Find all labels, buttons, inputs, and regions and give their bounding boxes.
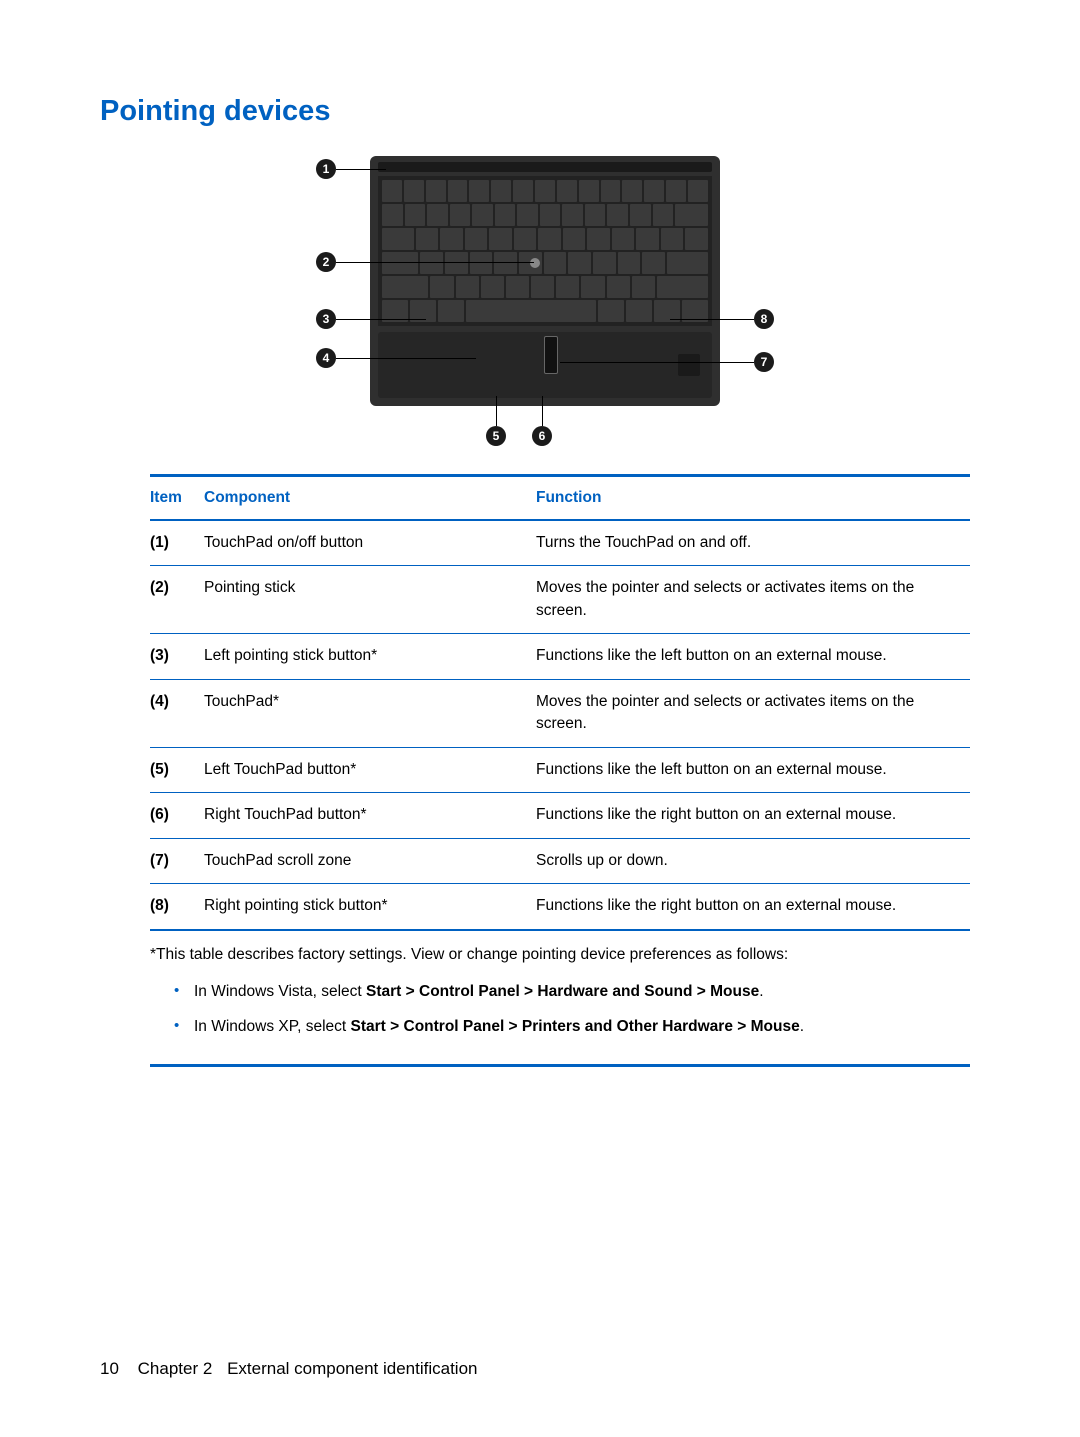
- callout-7: 7: [754, 352, 774, 372]
- cell-item: (5): [150, 747, 204, 792]
- table-row: (8)Right pointing stick button*Functions…: [150, 884, 970, 930]
- cell-item: (6): [150, 793, 204, 838]
- footnote-item: In Windows XP, select Start > Control Pa…: [174, 1015, 970, 1038]
- callout-5: 5: [486, 426, 506, 446]
- footnote-item: In Windows Vista, select Start > Control…: [174, 980, 970, 1003]
- table-row: (6)Right TouchPad button*Functions like …: [150, 793, 970, 838]
- chapter-label: Chapter 2: [138, 1359, 213, 1378]
- callout-4: 4: [316, 348, 336, 368]
- table-row: (7)TouchPad scroll zoneScrolls up or dow…: [150, 838, 970, 883]
- cell-item: (8): [150, 884, 204, 930]
- cell-function: Functions like the right button on an ex…: [536, 884, 970, 930]
- section-heading: Pointing devices: [100, 95, 980, 128]
- cell-function: Functions like the right button on an ex…: [536, 793, 970, 838]
- table-row: (1)TouchPad on/off buttonTurns the Touch…: [150, 520, 970, 566]
- diagram-container: 1 2 3 4 5 6 8 7: [100, 156, 980, 456]
- table-row: (2)Pointing stickMoves the pointer and s…: [150, 566, 970, 634]
- laptop-body: [370, 156, 720, 406]
- table-row: (3)Left pointing stick button*Functions …: [150, 634, 970, 679]
- th-component: Component: [204, 476, 536, 521]
- touchpad-scroll-zone: [544, 336, 558, 374]
- cell-function: Moves the pointer and selects or activat…: [536, 566, 970, 634]
- keyboard-keys: [378, 176, 712, 326]
- callout-2: 2: [316, 252, 336, 272]
- cell-component: TouchPad scroll zone: [204, 838, 536, 883]
- components-table: Item Component Function (1)TouchPad on/o…: [150, 474, 970, 931]
- cell-component: Left TouchPad button*: [204, 747, 536, 792]
- keyboard-diagram: 1 2 3 4 5 6 8 7: [310, 156, 770, 456]
- hinge-strip: [378, 162, 712, 172]
- cell-function: Scrolls up or down.: [536, 838, 970, 883]
- cell-component: Right TouchPad button*: [204, 793, 536, 838]
- chapter-title: External component identification: [227, 1359, 477, 1378]
- footnote-intro: *This table describes factory settings. …: [150, 943, 970, 966]
- pointing-stick: [530, 258, 540, 268]
- callout-8: 8: [754, 309, 774, 329]
- cell-component: Pointing stick: [204, 566, 536, 634]
- cell-function: Turns the TouchPad on and off.: [536, 520, 970, 566]
- fingerprint-reader: [678, 354, 700, 376]
- cell-item: (7): [150, 838, 204, 883]
- cell-component: Right pointing stick button*: [204, 884, 536, 930]
- table-row: (5)Left TouchPad button*Functions like t…: [150, 747, 970, 792]
- page-number: 10: [100, 1359, 119, 1378]
- cell-component: Left pointing stick button*: [204, 634, 536, 679]
- th-function: Function: [536, 476, 970, 521]
- cell-function: Moves the pointer and selects or activat…: [536, 679, 970, 747]
- th-item: Item: [150, 476, 204, 521]
- callout-3: 3: [316, 309, 336, 329]
- callout-1: 1: [316, 159, 336, 179]
- table-row: (4)TouchPad*Moves the pointer and select…: [150, 679, 970, 747]
- cell-component: TouchPad*: [204, 679, 536, 747]
- callout-6: 6: [532, 426, 552, 446]
- cell-function: Functions like the left button on an ext…: [536, 634, 970, 679]
- cell-item: (2): [150, 566, 204, 634]
- cell-component: TouchPad on/off button: [204, 520, 536, 566]
- cell-item: (3): [150, 634, 204, 679]
- cell-item: (4): [150, 679, 204, 747]
- cell-function: Functions like the left button on an ext…: [536, 747, 970, 792]
- page-footer: 10 Chapter 2 External component identifi…: [100, 1359, 478, 1379]
- footnote: *This table describes factory settings. …: [150, 931, 970, 1068]
- cell-item: (1): [150, 520, 204, 566]
